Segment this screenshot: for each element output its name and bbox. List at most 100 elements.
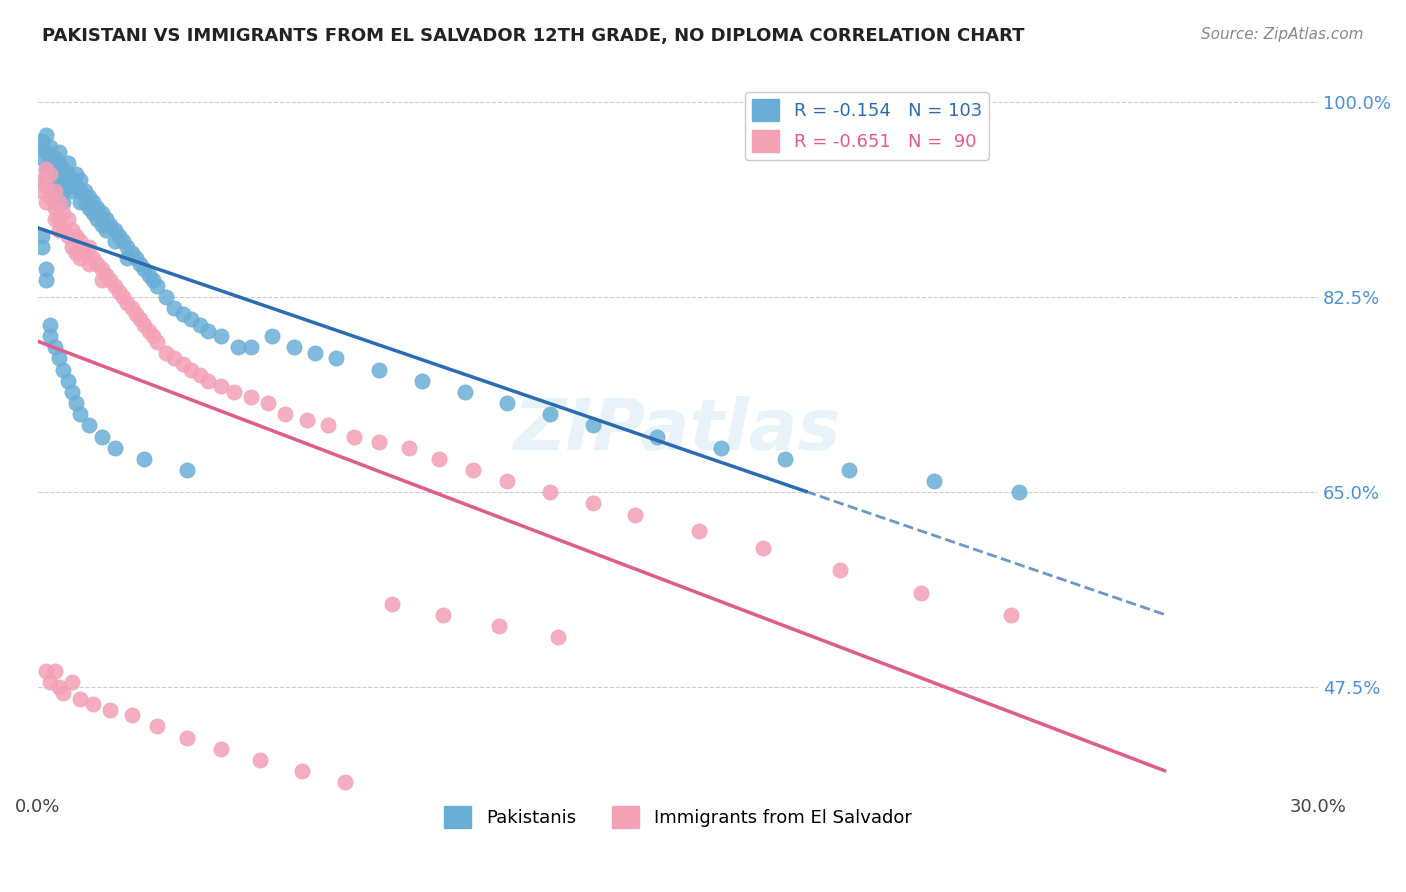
- Point: [82, 251, 104, 265]
- Point: [209, 329, 232, 343]
- Point: [77, 418, 100, 433]
- Point: [125, 307, 148, 321]
- Point: [48, 681, 70, 695]
- Point: [48, 145, 70, 160]
- Point: [645, 429, 668, 443]
- Point: [86, 201, 108, 215]
- Point: [44, 201, 66, 215]
- Point: [94, 268, 117, 282]
- Point: [830, 563, 852, 577]
- Point: [60, 184, 83, 198]
- Point: [44, 340, 66, 354]
- Point: [35, 178, 58, 193]
- Point: [35, 262, 58, 277]
- Point: [35, 145, 58, 160]
- Point: [35, 161, 58, 176]
- Legend: Pakistanis, Immigrants from El Salvador: Pakistanis, Immigrants from El Salvador: [437, 798, 918, 835]
- Point: [910, 585, 932, 599]
- Point: [69, 251, 91, 265]
- Point: [44, 161, 66, 176]
- Point: [69, 184, 91, 198]
- Point: [48, 178, 70, 193]
- Point: [77, 257, 100, 271]
- Point: [56, 228, 79, 243]
- Point: [121, 301, 143, 316]
- Point: [295, 413, 318, 427]
- Point: [107, 228, 129, 243]
- Point: [60, 240, 83, 254]
- Point: [209, 379, 232, 393]
- Point: [31, 134, 53, 148]
- Point: [188, 318, 211, 332]
- Point: [48, 351, 70, 366]
- Point: [427, 451, 450, 466]
- Point: [274, 407, 297, 421]
- Point: [103, 223, 125, 237]
- Point: [39, 178, 62, 193]
- Point: [77, 190, 100, 204]
- Point: [107, 285, 129, 299]
- Point: [65, 228, 87, 243]
- Point: [304, 346, 326, 360]
- Point: [432, 607, 454, 622]
- Point: [226, 340, 249, 354]
- Point: [103, 441, 125, 455]
- Point: [35, 273, 58, 287]
- Point: [69, 195, 91, 210]
- Point: [752, 541, 775, 555]
- Point: [56, 156, 79, 170]
- Point: [129, 257, 152, 271]
- Point: [39, 329, 62, 343]
- Point: [240, 391, 263, 405]
- Point: [142, 273, 165, 287]
- Point: [257, 396, 280, 410]
- Point: [52, 223, 75, 237]
- Point: [31, 228, 53, 243]
- Point: [48, 168, 70, 182]
- Point: [44, 184, 66, 198]
- Point: [112, 290, 135, 304]
- Point: [773, 451, 796, 466]
- Point: [44, 173, 66, 187]
- Point: [453, 384, 475, 399]
- Point: [31, 240, 53, 254]
- Point: [69, 235, 91, 249]
- Point: [146, 279, 169, 293]
- Point: [838, 463, 860, 477]
- Point: [73, 245, 96, 260]
- Point: [222, 384, 245, 399]
- Point: [922, 474, 945, 488]
- Point: [176, 463, 198, 477]
- Point: [35, 128, 58, 143]
- Point: [291, 764, 314, 778]
- Point: [461, 463, 484, 477]
- Point: [52, 173, 75, 187]
- Point: [688, 524, 710, 539]
- Text: Source: ZipAtlas.com: Source: ZipAtlas.com: [1201, 27, 1364, 42]
- Point: [52, 161, 75, 176]
- Point: [121, 245, 143, 260]
- Point: [624, 508, 647, 522]
- Point: [39, 168, 62, 182]
- Point: [146, 719, 169, 733]
- Point: [69, 173, 91, 187]
- Point: [368, 435, 391, 450]
- Point: [39, 318, 62, 332]
- Point: [39, 190, 62, 204]
- Point: [56, 178, 79, 193]
- Point: [538, 485, 561, 500]
- Point: [48, 195, 70, 210]
- Point: [188, 368, 211, 383]
- Point: [98, 273, 121, 287]
- Point: [117, 251, 139, 265]
- Point: [90, 262, 112, 277]
- Point: [581, 496, 603, 510]
- Point: [52, 686, 75, 700]
- Point: [31, 173, 53, 187]
- Point: [134, 262, 156, 277]
- Point: [90, 273, 112, 287]
- Point: [138, 268, 160, 282]
- Point: [1008, 485, 1031, 500]
- Point: [65, 245, 87, 260]
- Point: [381, 597, 404, 611]
